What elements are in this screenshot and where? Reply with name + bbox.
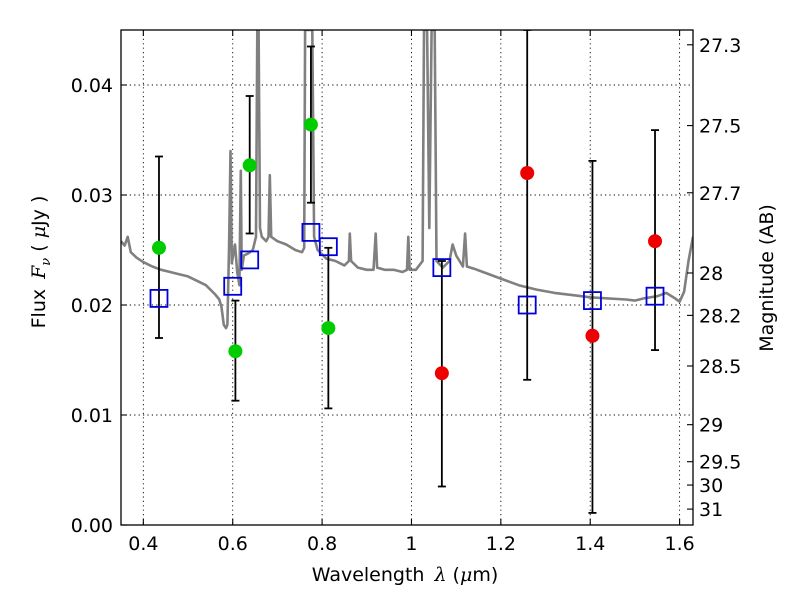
right-tick-label: 28.2 — [699, 305, 741, 327]
y-axis-title: Flux Fν ( μJy ) — [28, 196, 54, 329]
right-tick-label: 29 — [699, 415, 723, 437]
data-point — [520, 166, 535, 180]
plot-frame — [120, 29, 694, 526]
right-tick-label: 28 — [699, 263, 723, 285]
right-tick-label: 27.3 — [699, 35, 741, 57]
x-tick-label: 0.6 — [218, 533, 248, 555]
x-axis-unit-open: ( — [447, 564, 460, 586]
right-tick-label: 27.5 — [699, 116, 741, 138]
right-tick-label: 30 — [699, 475, 723, 497]
y-tick-label: 0.01 — [71, 405, 113, 427]
x-tick-label: 1.6 — [664, 533, 694, 555]
right-tick-label: 31 — [699, 499, 723, 521]
y-tick-label: 0.03 — [71, 185, 113, 207]
x-tick-label: 1.2 — [486, 533, 516, 555]
right-tick-label: 28.5 — [699, 356, 741, 378]
x-axis-unit-mu: μ — [460, 564, 472, 586]
model-flux-square — [301, 222, 321, 242]
x-tick-label: 0.4 — [128, 533, 158, 555]
y-tick-label: 0.02 — [71, 295, 113, 317]
x-axis-lambda: λ — [433, 564, 446, 586]
model-flux-square — [240, 250, 260, 270]
x-tick-label: 1.4 — [575, 533, 605, 555]
x-axis-title-text: Wavelength — [312, 564, 425, 586]
y-tick-label: 0.04 — [71, 75, 113, 97]
plot-area — [121, 30, 693, 514]
axis-ticks: 0.4 0.6 0.8 1 1.2 1.4 1.6 0.00 0.01 0.02 0.03 0.04 2… — [71, 30, 741, 555]
y-axis-unit-close: Jy ) — [28, 196, 50, 227]
data-point — [321, 321, 336, 336]
data-point — [151, 240, 166, 255]
x-tick-label: 1 — [405, 533, 417, 555]
data-point — [434, 366, 449, 381]
y-axis-symbol: F — [28, 265, 50, 280]
model-flux-square — [645, 286, 665, 306]
y-tick-label: 0.00 — [71, 515, 113, 537]
data-point — [585, 328, 600, 343]
plot-background — [121, 30, 693, 525]
data-point — [648, 234, 663, 249]
model-flux-square — [583, 291, 602, 311]
right-tick-label: 29.5 — [699, 452, 741, 474]
y-axis-subscript: ν — [39, 258, 54, 266]
model-flux-square — [318, 237, 338, 257]
data-markers — [149, 117, 665, 381]
data-point — [303, 117, 318, 132]
x-axis-title: Wavelength λ (μm) — [312, 564, 499, 586]
data-point — [228, 344, 243, 359]
model-flux-square — [517, 295, 537, 315]
right-tick-label: 27.7 — [699, 183, 741, 205]
model-flux-square — [223, 276, 243, 296]
x-axis-unit-close: m) — [472, 564, 498, 586]
model-flux-square — [149, 288, 169, 308]
y-axis-unit-open: ( — [28, 238, 50, 258]
y-axis-unit-mu: μ — [28, 226, 50, 238]
right-axis-title: Magnitude (AB) — [756, 204, 778, 352]
model-flux-square — [432, 258, 452, 278]
y-axis-title-text: Flux — [28, 289, 50, 329]
x-tick-label: 0.8 — [307, 533, 337, 555]
data-point — [242, 158, 257, 173]
